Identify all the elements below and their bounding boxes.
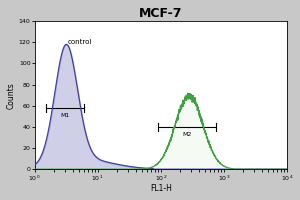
Text: M2: M2 — [182, 132, 192, 137]
X-axis label: FL1-H: FL1-H — [150, 184, 172, 193]
Text: control: control — [68, 39, 92, 45]
Title: MCF-7: MCF-7 — [139, 7, 182, 20]
Y-axis label: Counts: Counts — [7, 82, 16, 109]
Text: M1: M1 — [60, 113, 70, 118]
